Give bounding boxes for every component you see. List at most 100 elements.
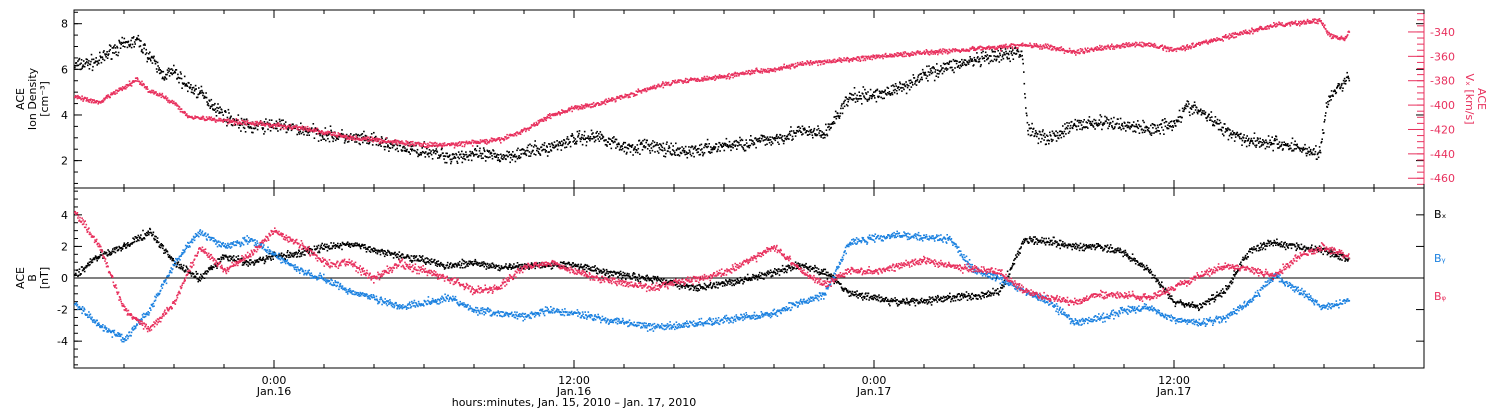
data-point: [876, 56, 879, 59]
data-point: [1063, 130, 1066, 133]
data-point: [1103, 47, 1106, 49]
data-point: [242, 121, 244, 124]
data-point: [1051, 140, 1053, 143]
data-point: [830, 126, 832, 129]
data-point: [726, 144, 729, 146]
data-point: [533, 144, 536, 146]
data-point: [450, 144, 452, 147]
data-point: [1289, 23, 1291, 25]
data-point: [86, 97, 89, 99]
data-point: [1123, 127, 1125, 130]
data-point: [865, 55, 867, 58]
data-point: [97, 103, 99, 105]
data-point: [1211, 116, 1213, 118]
data-point: [282, 119, 284, 121]
data-point: [190, 91, 193, 94]
data-point: [126, 41, 128, 43]
data-point: [369, 136, 372, 138]
data-point: [418, 144, 421, 147]
data-point: [541, 143, 544, 146]
data-point: [257, 123, 260, 125]
data-point: [142, 44, 145, 46]
data-point: [750, 139, 753, 141]
data-point: [348, 140, 350, 143]
data-point: [1120, 128, 1122, 131]
data-point: [128, 44, 130, 46]
data-point: [173, 64, 175, 67]
data-point: [1205, 117, 1208, 120]
data-point: [627, 144, 629, 146]
data-point: [153, 59, 156, 61]
data-point: [945, 69, 948, 71]
data-point: [953, 49, 956, 51]
data-point: [746, 72, 749, 75]
data-point: [937, 69, 939, 71]
data-point: [413, 149, 415, 152]
data-point: [154, 60, 156, 63]
data-point: [674, 154, 677, 156]
data-point: [391, 146, 394, 149]
data-point: [905, 55, 907, 57]
data-point: [337, 138, 340, 140]
data-point: [527, 144, 530, 147]
data-point: [275, 125, 277, 128]
data-point: [836, 115, 838, 118]
data-point: [864, 97, 867, 100]
data-point: [1028, 124, 1030, 126]
data-point: [350, 138, 353, 140]
data-point: [1107, 127, 1109, 130]
data-point: [939, 70, 942, 72]
data-point: [768, 69, 771, 72]
data-point: [789, 67, 792, 70]
data-point: [184, 85, 186, 87]
data-point: [1079, 128, 1081, 130]
data-point: [385, 137, 388, 139]
data-point: [1224, 131, 1227, 133]
data-point: [842, 107, 844, 110]
data-point: [317, 133, 319, 135]
data-point: [613, 136, 615, 138]
data-point: [1236, 133, 1238, 136]
data-point: [859, 95, 862, 97]
data-point: [78, 58, 80, 61]
data-point: [653, 141, 656, 144]
data-point: [154, 62, 157, 65]
data-point: [955, 62, 958, 65]
data-point: [899, 53, 901, 55]
data-point: [632, 154, 634, 156]
data-point: [1248, 29, 1251, 32]
data-point: [1024, 43, 1027, 46]
data-point: [77, 94, 79, 97]
data-point: [78, 97, 80, 99]
data-point: [1093, 122, 1096, 125]
data-point: [472, 139, 474, 142]
data-point: [393, 144, 395, 147]
data-point: [980, 49, 982, 51]
data-point: [324, 132, 327, 135]
data-point: [1037, 44, 1039, 47]
data-point: [88, 99, 90, 101]
data-point: [301, 125, 304, 128]
data-point: [145, 88, 147, 90]
data-point: [1128, 42, 1130, 44]
data-point: [482, 139, 485, 142]
data-point: [205, 116, 208, 118]
data-point: [811, 62, 813, 64]
data-point: [619, 146, 622, 148]
data-point: [863, 55, 865, 58]
data-point: [1095, 48, 1097, 50]
data-point: [365, 139, 367, 142]
data-point: [361, 137, 364, 139]
data-point: [358, 137, 361, 140]
data-point: [896, 92, 898, 95]
data-point: [730, 146, 733, 148]
data-point: [677, 80, 679, 82]
data-point: [439, 144, 442, 147]
data-point: [984, 48, 987, 50]
data-point: [87, 99, 89, 101]
data-point: [984, 51, 987, 54]
data-point: [546, 116, 549, 119]
data-point: [883, 55, 886, 58]
data-point: [790, 130, 793, 132]
data-point: [621, 96, 623, 98]
